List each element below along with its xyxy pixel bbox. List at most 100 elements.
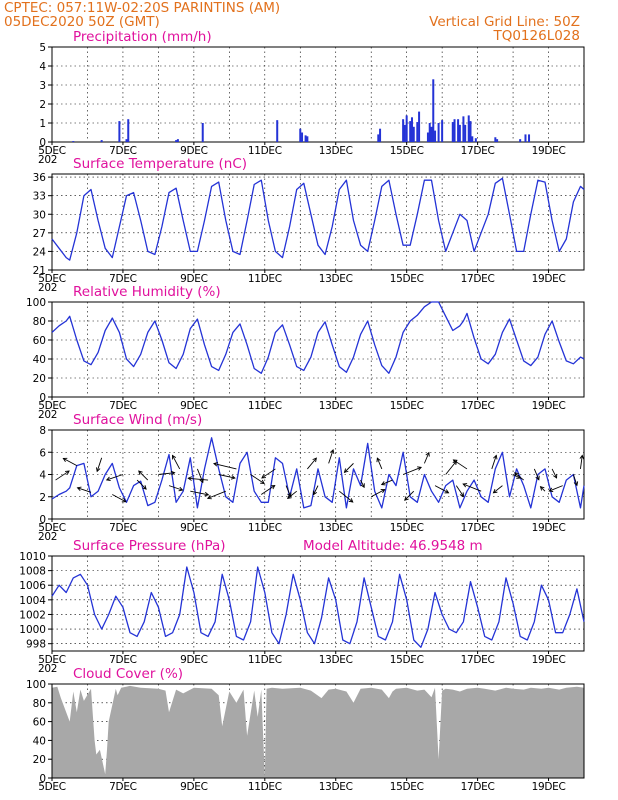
precip-bar <box>409 121 412 142</box>
x-tick-label: 5DEC <box>38 400 66 412</box>
wind-vector-shaft <box>580 455 583 469</box>
wind-vector-shaft <box>207 490 226 499</box>
precip-bar <box>432 79 435 142</box>
wind-vector-shaft <box>55 470 70 481</box>
y-tick-label: 0 <box>39 392 46 404</box>
x-tick-label: 17DEC <box>461 273 495 285</box>
wind-vector-shaft <box>402 466 422 475</box>
y-tick-label: 80 <box>33 698 46 710</box>
wind-vector-head <box>380 481 386 486</box>
wind-vector-head <box>178 486 184 492</box>
plot-frame <box>51 301 585 398</box>
wind-vector-head <box>513 472 519 477</box>
cloud-title: Cloud Cover (%) <box>73 666 183 682</box>
wind-vector-shaft <box>549 485 563 492</box>
y-tick-label: 0 <box>39 773 46 785</box>
precip-bar <box>451 122 454 142</box>
x-tick-label: 9DEC <box>180 145 208 157</box>
x-tick-label: 17DEC <box>461 145 495 157</box>
wind-vector-head <box>380 489 386 494</box>
wind-vector-head <box>452 459 458 464</box>
y-tick-label: 4 <box>39 470 46 482</box>
cloud-panel: 0 20 40 60 80 100 5DEC 7DEC 9DEC 11DEC 13DEC 15DEC 1… <box>26 666 585 793</box>
wind-vector-head <box>404 496 409 501</box>
wind-vector-head <box>260 479 265 485</box>
wind-vector-head <box>493 454 498 460</box>
x-tick-label: 7DEC <box>109 273 137 285</box>
x-tick-label: 15DEC <box>390 654 424 666</box>
x-tick-label: 11DEC <box>248 654 282 666</box>
y-tick-label: 1008 <box>19 566 46 578</box>
y-tick-label: 4 <box>39 61 46 73</box>
wind-vector-shaft <box>63 458 78 466</box>
header-grid-note: Vertical Grid Line: 50Z <box>429 14 580 30</box>
wind-vector-head <box>206 495 212 500</box>
precip-bar <box>201 123 204 142</box>
wind-vector-head <box>535 475 540 481</box>
x-tick-label: 7DEC <box>109 522 137 534</box>
precip-bar <box>462 116 465 142</box>
wind-vector-shaft <box>551 468 557 479</box>
x-tick-label: 15DEC <box>390 145 424 157</box>
precip-bar <box>496 139 499 142</box>
wind-vector-shaft <box>307 457 317 470</box>
y-tick-label: 100 <box>26 679 46 691</box>
header-date-line: 05DEC2020 50Z (GMT) <box>4 14 160 30</box>
wind-vector-head <box>444 489 450 494</box>
rh-series-line <box>51 301 585 374</box>
precip-bar <box>457 119 460 142</box>
precip-bar <box>474 138 477 142</box>
precip-bar <box>100 140 103 142</box>
model-altitude-note: Model Altitude: 46.9548 m <box>303 538 483 554</box>
y-tick-label: 998 <box>26 639 46 651</box>
wind-vector-head <box>492 488 498 494</box>
y-tick-label: 60 <box>33 717 46 729</box>
x-tick-label: 5DEC <box>38 273 66 285</box>
precip-bar <box>301 132 304 142</box>
y-tick-label: 8 <box>39 425 46 437</box>
x-tick-label: 15DEC <box>390 781 424 793</box>
y-tick-label: 2 <box>39 492 46 504</box>
x-tick-label: 9DEC <box>180 781 208 793</box>
wind-vector-shaft <box>106 474 124 481</box>
wind-vector-shaft <box>423 452 430 464</box>
x-tick-label: 17DEC <box>461 400 495 412</box>
x-tick-label: 9DEC <box>180 654 208 666</box>
wind-vector-head <box>138 470 143 476</box>
precip-bar <box>416 122 419 142</box>
wind-vector-shaft <box>250 474 265 484</box>
precip-bar <box>175 140 178 142</box>
wind-vector-shaft <box>285 485 291 497</box>
x-year-stub: 202 <box>38 663 57 675</box>
x-tick-label: 19DEC <box>532 522 566 534</box>
x-tick-label: 7DEC <box>109 781 137 793</box>
wind-vector-shaft <box>533 468 540 480</box>
precip-bar <box>306 136 309 142</box>
wind-vector-shaft <box>455 485 464 497</box>
temp-title: Surface Temperature (nC) <box>73 156 247 172</box>
wind-vector-head <box>312 457 317 463</box>
wind-vector-head <box>286 494 292 499</box>
y-tick-label: 40 <box>33 735 46 747</box>
wind-vector-shaft <box>218 474 235 479</box>
wind-vector-head <box>360 483 365 489</box>
precip-bar <box>410 117 413 142</box>
y-tick-label: 5 <box>39 42 46 54</box>
x-tick-label: 5DEC <box>38 145 66 157</box>
wind-vector-head <box>65 470 70 475</box>
precip-bar <box>430 126 433 142</box>
wind-vector-shaft <box>168 485 183 491</box>
precip-bar <box>403 124 406 142</box>
x-tick-label: 19DEC <box>532 781 566 793</box>
x-tick-label: 17DEC <box>461 781 495 793</box>
y-tick-label: 24 <box>33 246 47 258</box>
wind-series-line <box>51 437 585 509</box>
wind-vector-shaft <box>261 485 276 495</box>
wind-vector-head <box>573 481 579 487</box>
x-tick-label: 5DEC <box>38 522 66 534</box>
wind-vector-shaft <box>462 483 482 492</box>
wind-vector-shaft <box>344 463 354 473</box>
wind-vector-head <box>187 476 193 481</box>
x-tick-label: 7DEC <box>109 145 137 157</box>
header-source-line: CPTEC: 057:11W-02:20S PARINTINS (AM) <box>4 0 280 16</box>
